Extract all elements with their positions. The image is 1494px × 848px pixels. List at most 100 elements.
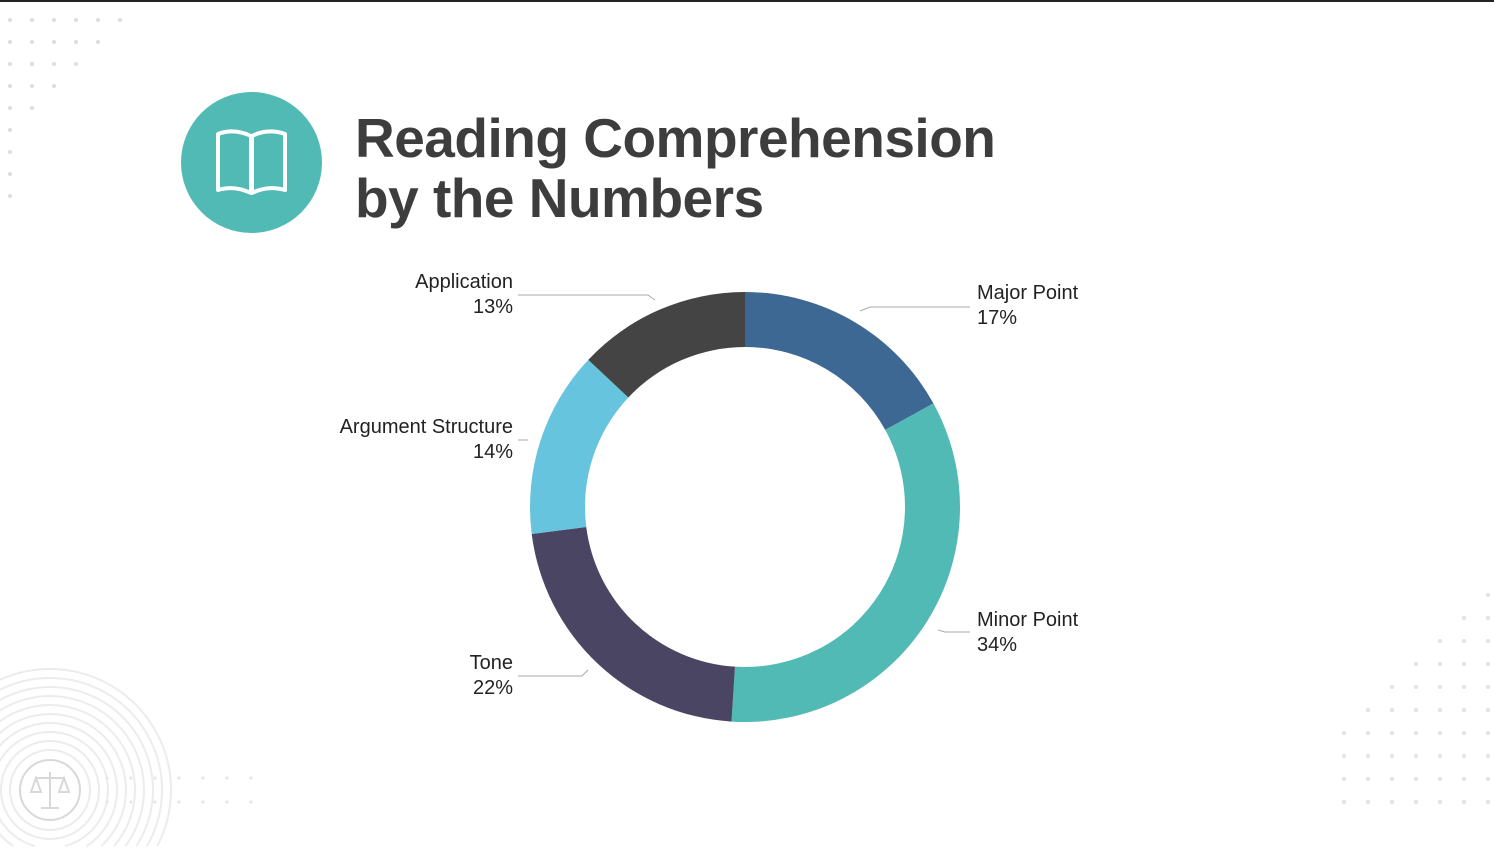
- dot: [225, 776, 229, 780]
- dot: [153, 800, 157, 804]
- label-tone: Tone 22%: [470, 651, 513, 701]
- dot: [1342, 777, 1346, 781]
- dot: [8, 18, 12, 22]
- dot: [1486, 639, 1490, 643]
- decorative-ring: [0, 740, 100, 840]
- dot: [8, 106, 12, 110]
- dot: [8, 62, 12, 66]
- title-line-2: by the Numbers: [355, 167, 764, 229]
- decorative-ring: [0, 722, 118, 847]
- dot: [30, 106, 34, 110]
- dot: [1366, 800, 1370, 804]
- dot: [1342, 800, 1346, 804]
- value-label: 13%: [472, 296, 513, 318]
- dot: [1462, 639, 1466, 643]
- decorative-ring: [9, 749, 91, 831]
- dot: [1486, 593, 1490, 597]
- dot: [8, 128, 12, 132]
- dot: [1438, 777, 1442, 781]
- dot: [1462, 662, 1466, 666]
- dot: [177, 800, 181, 804]
- dot: [8, 194, 12, 198]
- leader-line: [859, 306, 970, 312]
- dot: [8, 40, 12, 44]
- dot: [1390, 731, 1394, 735]
- dot: [96, 40, 100, 44]
- category-label: Major Point: [977, 282, 1079, 304]
- dot: [1366, 708, 1370, 712]
- label-major-point: Major Point 17%: [977, 281, 1078, 331]
- decorative-ring: [0, 695, 145, 847]
- decorative-ring: [0, 686, 154, 847]
- donut-slice-tone: [531, 527, 735, 722]
- dot: [30, 18, 34, 22]
- dot: [1438, 708, 1442, 712]
- dot: [1390, 708, 1394, 712]
- decorative-ring: [0, 713, 127, 847]
- dot: [96, 18, 100, 22]
- value-label: 14%: [472, 441, 513, 463]
- dot: [74, 62, 78, 66]
- dot: [1462, 800, 1466, 804]
- dot: [74, 40, 78, 44]
- dot: [1462, 708, 1466, 712]
- dot: [1366, 731, 1370, 735]
- value-label: 22%: [472, 677, 513, 699]
- dot: [1462, 616, 1466, 620]
- dot: [129, 800, 133, 804]
- dot: [1390, 800, 1394, 804]
- decorative-ring: [0, 668, 172, 847]
- dot: [1438, 662, 1442, 666]
- dot: [225, 800, 229, 804]
- dot: [177, 776, 181, 780]
- dot: [1486, 616, 1490, 620]
- dot: [1414, 731, 1418, 735]
- dot: [1438, 639, 1442, 643]
- dot: [74, 18, 78, 22]
- dot: [1486, 777, 1490, 781]
- label-minor-point: Minor Point 34%: [977, 608, 1078, 658]
- dot: [1486, 708, 1490, 712]
- dot: [1462, 731, 1466, 735]
- dot: [105, 776, 109, 780]
- dot: [30, 84, 34, 88]
- dot: [1462, 685, 1466, 689]
- dot: [30, 40, 34, 44]
- decorative-ring: [0, 731, 109, 847]
- book-icon-badge: [181, 92, 322, 233]
- label-argument-structure: Argument Structure 14%: [340, 415, 513, 465]
- value-label: 34%: [977, 634, 1018, 656]
- dot: [1438, 685, 1442, 689]
- dot: [8, 150, 12, 154]
- value-label: 17%: [977, 307, 1018, 329]
- dot: [1486, 754, 1490, 758]
- dot: [249, 800, 253, 804]
- decorative-ring: [0, 704, 136, 847]
- dot: [1366, 777, 1370, 781]
- leader-line: [937, 629, 970, 633]
- category-label: Minor Point: [977, 609, 1079, 631]
- dot: [52, 62, 56, 66]
- dot: [52, 40, 56, 44]
- dot: [1486, 662, 1490, 666]
- dot: [1486, 731, 1490, 735]
- dot: [1438, 800, 1442, 804]
- dot: [1438, 754, 1442, 758]
- dot: [1342, 731, 1346, 735]
- dot: [105, 800, 109, 804]
- label-application: Application 13%: [415, 270, 513, 320]
- dot: [1486, 685, 1490, 689]
- dot: [52, 84, 56, 88]
- dot: [1438, 731, 1442, 735]
- dot: [1390, 685, 1394, 689]
- dot: [1414, 800, 1418, 804]
- dot: [1390, 777, 1394, 781]
- dot: [52, 18, 56, 22]
- page-title: Reading Comprehension by the Numbers: [355, 108, 996, 229]
- dot: [1462, 777, 1466, 781]
- dot: [1462, 754, 1466, 758]
- leader-line: [518, 669, 589, 677]
- dot: [1414, 777, 1418, 781]
